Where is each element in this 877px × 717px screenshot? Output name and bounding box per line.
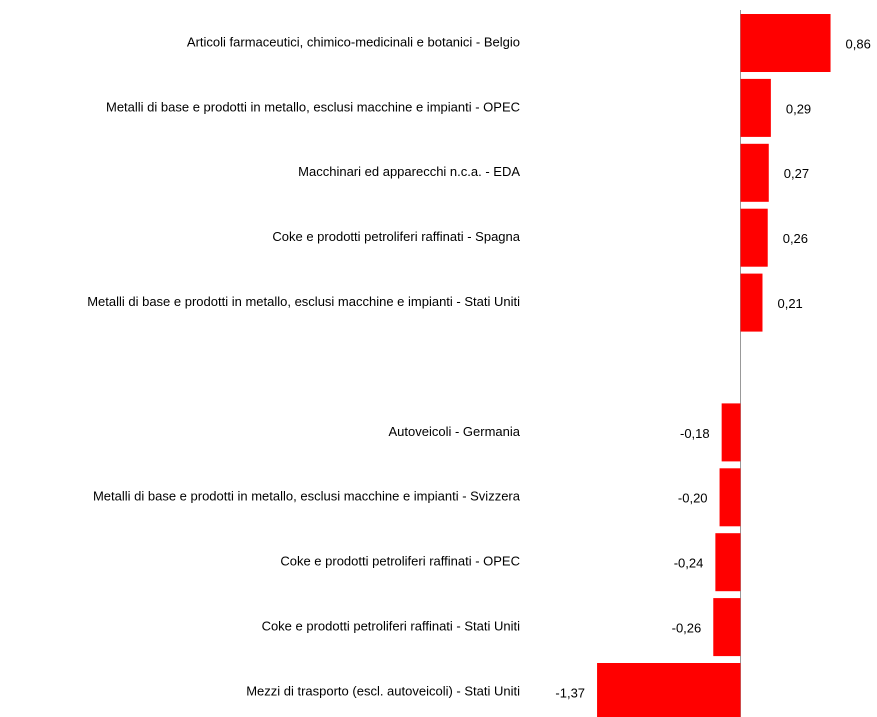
value-label: -0,26 (672, 621, 702, 636)
category-label: Coke e prodotti petroliferi raffinati - … (280, 554, 520, 569)
bar (740, 208, 768, 267)
value-label: 0,21 (777, 296, 802, 311)
category-label: Macchinari ed apparecchi n.c.a. - EDA (298, 164, 520, 179)
category-label: Coke e prodotti petroliferi raffinati - … (272, 229, 520, 244)
value-label: -0,24 (674, 556, 704, 571)
bar (713, 598, 741, 657)
value-label: 0,26 (783, 231, 808, 246)
category-label: Autoveicoli - Germania (389, 424, 521, 439)
value-label: -0,20 (678, 491, 708, 506)
bar (719, 468, 741, 527)
bar (740, 14, 831, 72)
category-label: Coke e prodotti petroliferi raffinati - … (262, 619, 521, 634)
bar (740, 143, 769, 202)
bar (740, 273, 763, 332)
value-label: 0,86 (846, 36, 871, 51)
value-label: 0,29 (786, 101, 811, 116)
bar (740, 78, 771, 137)
category-label: Metalli di base e prodotti in metallo, e… (106, 99, 520, 114)
value-label: -0,18 (680, 426, 710, 441)
bar (721, 403, 741, 462)
category-label: Metalli di base e prodotti in metallo, e… (93, 489, 521, 504)
value-label: -1,37 (555, 685, 585, 700)
bar (715, 533, 741, 592)
category-label: Mezzi di trasporto (escl. autoveicoli) -… (246, 683, 520, 698)
bar (597, 663, 741, 717)
value-label: 0,27 (784, 166, 809, 181)
category-label: Articoli farmaceutici, chimico-medicinal… (187, 34, 520, 49)
category-label: Metalli di base e prodotti in metallo, e… (87, 294, 520, 309)
